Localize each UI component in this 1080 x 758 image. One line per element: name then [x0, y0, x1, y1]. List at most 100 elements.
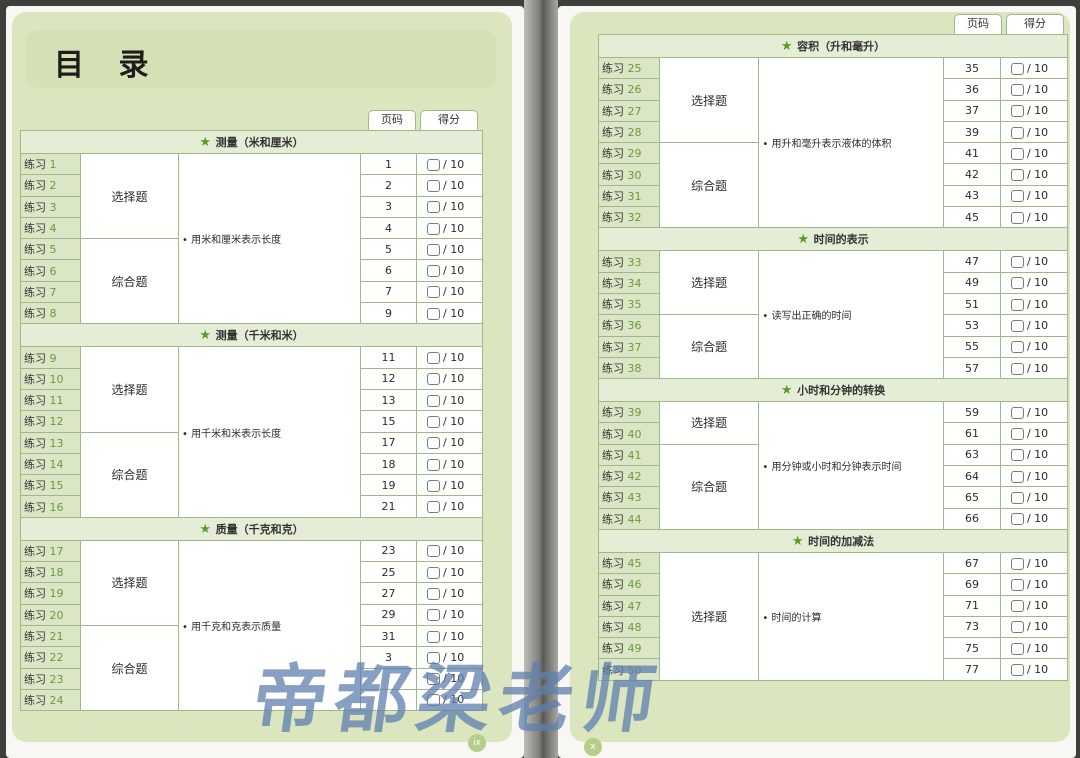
- score-checkbox[interactable]: [1010, 621, 1024, 634]
- toc-row[interactable]: 练习 14 18 / 10: [20, 452, 484, 476]
- score-checkbox[interactable]: [1010, 513, 1024, 526]
- score-checkbox[interactable]: [427, 587, 440, 600]
- score-checkbox[interactable]: [427, 545, 440, 558]
- toc-row[interactable]: 练习 50 77 / 10: [598, 658, 1069, 681]
- toc-row[interactable]: 练习 2 2/ 10: [20, 174, 484, 197]
- toc-row[interactable]: 练习 17 选择题 • 用千克和克表示质量 23/ 10: [20, 539, 484, 712]
- toc-row[interactable]: 练习 8 9 / 10: [20, 302, 484, 325]
- toc-row[interactable]: 练习 22 3 / 10: [20, 646, 484, 669]
- toc-row[interactable]: 练习 1 选择题 • 用米和厘米表示长度 1/ 10: [20, 152, 484, 325]
- toc-row[interactable]: 练习 36 综合题 53/ 10: [598, 314, 1069, 380]
- toc-row[interactable]: 练习 49 75 / 10: [598, 637, 1069, 660]
- score-checkbox[interactable]: [1010, 298, 1024, 311]
- score-checkbox[interactable]: [1010, 211, 1024, 224]
- score-checkbox[interactable]: [1010, 449, 1024, 462]
- score-checkbox[interactable]: [427, 158, 440, 171]
- score-checkbox[interactable]: [427, 651, 440, 664]
- score-checkbox[interactable]: [1010, 664, 1024, 677]
- toc-row[interactable]: 练习 29 综合题 41/ 10: [598, 142, 1069, 229]
- toc-row[interactable]: 练习 34 49 / 10: [598, 271, 1069, 294]
- score-checkbox[interactable]: [427, 566, 440, 579]
- score-checkbox[interactable]: [427, 694, 440, 707]
- score-checkbox[interactable]: [1010, 578, 1024, 591]
- score-checkbox[interactable]: [427, 201, 440, 214]
- toc-row[interactable]: 练习 37 55 / 10: [598, 335, 1069, 358]
- score-checkbox[interactable]: [427, 501, 440, 514]
- score-checkbox[interactable]: [427, 222, 440, 235]
- score-checkbox[interactable]: [427, 286, 440, 299]
- toc-row[interactable]: 练习 16 21 / 10: [20, 495, 484, 518]
- toc-row[interactable]: 练习 47 71 / 10: [598, 594, 1069, 617]
- exercise-word: 练习: [24, 608, 46, 622]
- score-checkbox[interactable]: [1010, 406, 1024, 419]
- score-checkbox[interactable]: [427, 458, 440, 471]
- toc-row[interactable]: 练习 7 7/ 10: [20, 280, 484, 304]
- section-description: • 用分钟或小时和分钟表示时间: [758, 401, 945, 530]
- toc-row[interactable]: 练习 3 3/ 10: [20, 195, 484, 218]
- toc-row[interactable]: 练习 21 综合题 31/ 10: [20, 624, 484, 712]
- score-checkbox[interactable]: [427, 265, 440, 278]
- toc-row[interactable]: 练习 40 61 / 10: [598, 422, 1069, 445]
- score-checkbox[interactable]: [1010, 470, 1024, 483]
- score-cell: / 10: [415, 603, 484, 626]
- toc-row[interactable]: 练习 9 选择题 • 用千米和米表示长度 11/ 10: [20, 346, 484, 518]
- score-checkbox[interactable]: [1010, 491, 1024, 504]
- score-checkbox[interactable]: [427, 394, 440, 407]
- score-checkbox[interactable]: [1010, 642, 1024, 655]
- score-checkbox[interactable]: [427, 352, 440, 365]
- score-checkbox[interactable]: [427, 373, 440, 386]
- score-checkbox[interactable]: [1010, 277, 1024, 290]
- score-checkbox[interactable]: [427, 437, 440, 450]
- toc-row[interactable]: 练习 24 / 10: [20, 688, 484, 712]
- score-checkbox[interactable]: [1010, 169, 1024, 182]
- toc-row[interactable]: 练习 35 51 / 10: [598, 292, 1069, 316]
- toc-row[interactable]: 练习 4 4/ 10: [20, 216, 484, 240]
- score-checkbox[interactable]: [1010, 62, 1024, 75]
- toc-row[interactable]: 练习 23 / 10: [20, 667, 484, 690]
- score-checkbox[interactable]: [1010, 362, 1024, 375]
- score-checkbox[interactable]: [427, 415, 440, 428]
- toc-row[interactable]: 练习 39 选择题 • 用分钟或小时和分钟表示时间 59/ 10: [598, 401, 1069, 530]
- score-checkbox[interactable]: [1010, 600, 1024, 613]
- score-checkbox[interactable]: [427, 673, 440, 686]
- score-checkbox[interactable]: [1010, 256, 1024, 269]
- toc-row[interactable]: 练习 33 选择题 • 读写出正确的时间 47/ 10: [598, 250, 1069, 380]
- toc-row[interactable]: 练习 5 综合题 5/ 10: [20, 238, 484, 325]
- toc-row[interactable]: 练习 19 27 / 10: [20, 582, 484, 605]
- score-checkbox[interactable]: [1010, 147, 1024, 160]
- toc-row[interactable]: 练习 20 29 / 10: [20, 603, 484, 626]
- toc-row[interactable]: 练习 26 36 / 10: [598, 78, 1069, 101]
- toc-row[interactable]: 练习 38 57 / 10: [598, 356, 1069, 380]
- exercise-label: 练习 18: [20, 561, 81, 584]
- toc-row[interactable]: 练习 25 选择题 • 用升和毫升表示液体的体积 35/ 10: [598, 56, 1069, 229]
- score-checkbox[interactable]: [427, 479, 440, 492]
- score-checkbox[interactable]: [1010, 341, 1024, 354]
- toc-row[interactable]: 练习 6 6/ 10: [20, 259, 484, 282]
- toc-row[interactable]: 练习 44 66 / 10: [598, 507, 1069, 530]
- page-number-cell: 12: [360, 367, 417, 390]
- toc-row[interactable]: 练习 12 15 / 10: [20, 410, 484, 433]
- score-checkbox[interactable]: [1010, 83, 1024, 96]
- toc-row[interactable]: 练习 13 综合题 17/ 10: [20, 431, 484, 518]
- score-checkbox[interactable]: [427, 630, 440, 643]
- toc-row[interactable]: 练习 48 73 / 10: [598, 615, 1069, 639]
- toc-row[interactable]: 练习 10 12 / 10: [20, 367, 484, 390]
- toc-row[interactable]: 练习 27 37 / 10: [598, 99, 1069, 122]
- toc-row[interactable]: 练习 32 45 / 10: [598, 206, 1069, 229]
- score-checkbox[interactable]: [1010, 126, 1024, 139]
- score-checkbox[interactable]: [1010, 105, 1024, 118]
- score-checkbox[interactable]: [1010, 319, 1024, 332]
- score-checkbox[interactable]: [1010, 557, 1024, 570]
- exercise-word: 练习: [602, 642, 624, 656]
- toc-row[interactable]: 练习 15 19 / 10: [20, 474, 484, 497]
- toc-row[interactable]: 练习 43 65 / 10: [598, 486, 1069, 509]
- toc-row[interactable]: 练习 28 39 / 10: [598, 120, 1069, 144]
- score-checkbox[interactable]: [1010, 190, 1024, 203]
- score-checkbox[interactable]: [427, 243, 440, 256]
- toc-row[interactable]: 练习 45 选择题 • 时间的计算 67/ 10: [598, 551, 1069, 681]
- score-checkbox[interactable]: [427, 179, 440, 192]
- toc-row[interactable]: 练习 30 42 / 10: [598, 163, 1069, 186]
- score-checkbox[interactable]: [427, 307, 440, 320]
- score-checkbox[interactable]: [427, 609, 440, 622]
- score-checkbox[interactable]: [1010, 428, 1024, 441]
